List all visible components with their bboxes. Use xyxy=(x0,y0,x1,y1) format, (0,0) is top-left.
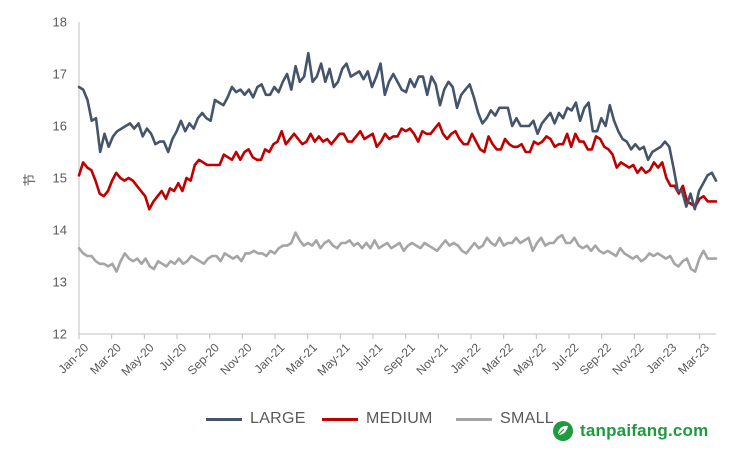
series-line-medium xyxy=(77,122,718,211)
legend-swatch-medium xyxy=(322,417,358,421)
legend-label-large: LARGE xyxy=(250,410,306,427)
y-axis-title: 节 xyxy=(22,173,37,186)
watermark: tanpaifang.com xyxy=(552,418,708,444)
series-lines xyxy=(77,51,718,273)
x-tick-label: Jan-21 xyxy=(251,340,287,376)
legend-item-large: LARGE xyxy=(206,405,306,433)
legend-item-medium: MEDIUM xyxy=(322,405,433,433)
x-tick-label: Sep-21 xyxy=(381,340,418,377)
legend-label-medium: MEDIUM xyxy=(366,410,433,427)
series-line-small xyxy=(77,231,718,273)
x-tick-label: Jan-23 xyxy=(643,340,679,376)
legend-label-small: SMALL xyxy=(500,410,554,427)
x-tick-label: Mar-22 xyxy=(479,340,516,377)
watermark-text: tanpaifang.com xyxy=(580,421,709,440)
y-tick-label: 14 xyxy=(53,223,67,238)
y-axis-ticks: 12 13 14 15 16 17 18 xyxy=(53,15,67,342)
x-tick-label: May-22 xyxy=(510,340,548,378)
x-tick-label: Mar-20 xyxy=(87,340,124,377)
y-tick-label: 15 xyxy=(53,171,67,186)
y-tick-label: 16 xyxy=(53,119,67,134)
y-tick-label: 18 xyxy=(53,15,67,30)
x-tick-label: Sep-22 xyxy=(577,340,614,377)
x-tick-label: May-21 xyxy=(314,340,352,378)
x-tick-label: Jan-22 xyxy=(447,340,483,376)
x-tick-label: Mar-23 xyxy=(675,340,712,377)
x-tick-label: Nov-21 xyxy=(413,340,450,377)
legend-swatch-large xyxy=(206,417,242,421)
leaf-logo-icon xyxy=(553,421,573,441)
x-tick-label: Nov-22 xyxy=(609,340,646,377)
series-line-large xyxy=(77,51,718,211)
y-tick-label: 13 xyxy=(53,275,67,290)
legend-swatch-small xyxy=(456,417,492,421)
legend: LARGE MEDIUM SMALL xyxy=(0,405,750,433)
y-tick-label: 17 xyxy=(53,67,67,82)
x-tick-label: Nov-20 xyxy=(217,340,254,377)
x-tick-label: Sep-20 xyxy=(185,340,222,377)
x-tick-label: Jan-20 xyxy=(55,340,91,376)
legend-item-small: SMALL xyxy=(456,405,554,433)
x-tick-label: Mar-21 xyxy=(283,340,320,377)
y-tick-label: 12 xyxy=(53,327,67,342)
x-tick-label: May-20 xyxy=(118,340,156,378)
